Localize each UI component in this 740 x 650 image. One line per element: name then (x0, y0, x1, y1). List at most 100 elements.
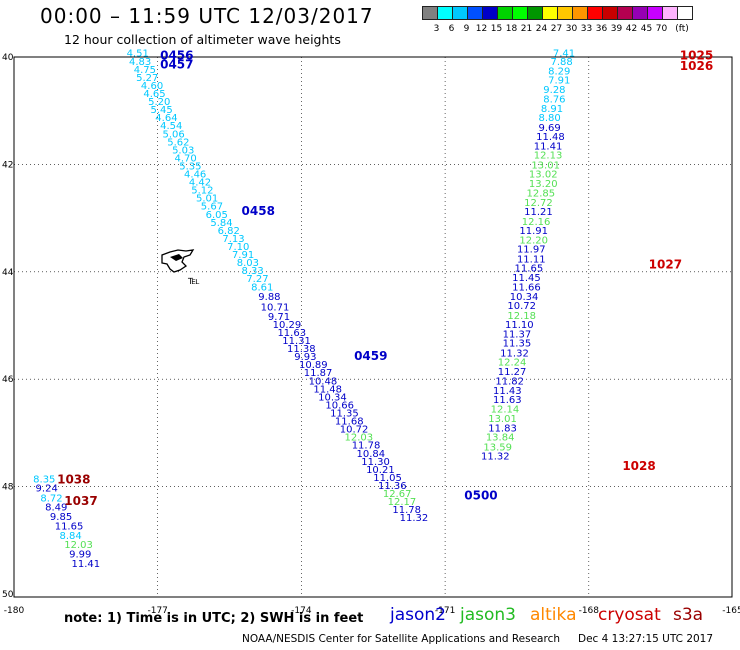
wave-height-value: 12.03 (64, 540, 93, 551)
colorbar-label: 24 (535, 24, 548, 34)
colorbar-label: 12 (475, 24, 488, 34)
wave-height-value: 11.43 (493, 386, 522, 397)
lat-tick-label: 48 (2, 483, 14, 493)
wave-height-value: 11.31 (282, 336, 311, 347)
wave-height-value: 7.88 (550, 57, 572, 68)
lon-tick-label: -171 (435, 606, 455, 616)
footer-credit: NOAA/NESDIS Center for Satellite Applica… (242, 633, 560, 645)
colorbar-label: 70 (655, 24, 668, 34)
wave-height-value: 5.67 (201, 202, 223, 213)
footer-timestamp: Dec 4 13:27:15 UTC 2017 (578, 633, 714, 645)
colorbar-label: 27 (550, 24, 563, 34)
wave-height-value: 12.14 (491, 405, 520, 416)
wave-height-value: 11.41 (71, 559, 100, 570)
wave-height-value: 10.89 (299, 360, 328, 371)
wave-height-value: 8.91 (541, 104, 563, 115)
wave-height-value: 6.82 (218, 226, 240, 237)
wave-height-value: 8.80 (539, 113, 561, 124)
lat-tick-label: 50 (2, 590, 14, 600)
wave-height-value: 11.63 (493, 395, 522, 406)
wave-height-value: 8.35 (33, 475, 55, 486)
colorbar-label: 36 (595, 24, 608, 34)
legend-jason2: jason2 (390, 605, 446, 625)
wave-height-value: 11.36 (378, 481, 407, 492)
wave-height-value: 7.91 (232, 250, 254, 261)
wave-height-value: 11.21 (524, 207, 553, 218)
pass-time-label: 1028 (622, 459, 655, 473)
wave-height-value: 11.83 (488, 424, 517, 435)
wave-height-value: 12.17 (388, 497, 417, 508)
wave-height-value: 4.64 (155, 113, 177, 124)
wave-height-value: 7.13 (222, 234, 244, 245)
lat-tick-label: 44 (2, 268, 14, 278)
wave-height-value: 12.03 (345, 433, 374, 444)
wave-height-value: 5.84 (210, 218, 232, 229)
wave-height-value: 4.54 (160, 121, 182, 132)
colorbar-label: 21 (520, 24, 533, 34)
wave-height-value: 8.33 (242, 266, 264, 277)
colorbar-label: 6 (448, 24, 455, 34)
pass-time-label: 1038 (57, 473, 90, 487)
wave-height-value: 5.35 (179, 161, 201, 172)
wave-height-value: 5.03 (172, 145, 194, 156)
wave-height-value: 8.76 (543, 94, 565, 105)
wave-height-value: 11.91 (519, 226, 548, 237)
wave-height-value: 10.71 (261, 303, 290, 314)
wave-height-value: 7.91 (548, 76, 570, 87)
wave-height-readings: 4.514.834.755.274.604.655.205.454.644.54… (33, 49, 575, 570)
wave-height-value: 12.85 (527, 188, 556, 199)
wave-height-value: 11.05 (373, 473, 402, 484)
wave-height-value: 9.85 (50, 512, 72, 523)
colorbar-label: 33 (580, 24, 593, 34)
wave-height-value: 10.34 (318, 392, 347, 403)
pass-time-label: 0456 (160, 48, 193, 62)
wave-height-value: 12.20 (519, 236, 548, 247)
colorbar-label: (ft) (675, 24, 689, 34)
wave-height-value: 11.35 (330, 408, 359, 419)
pass-time-label: 0458 (242, 204, 275, 218)
lon-tick-label: -174 (291, 606, 312, 616)
wave-height-value: 11.68 (335, 417, 364, 428)
wave-height-value: 13.01 (531, 160, 560, 171)
legend-altika: altika (530, 605, 577, 625)
wave-height-value: 10.66 (325, 400, 354, 411)
colorbar-label: 15 (490, 24, 503, 34)
wave-height-value: 4.46 (184, 170, 206, 181)
pass-time-label: 0459 (354, 349, 387, 363)
lat-tick-label: 46 (2, 375, 14, 385)
colorbar-label: 3 (433, 24, 440, 34)
wave-height-value: 5.27 (136, 73, 158, 84)
colorbar-label: 42 (625, 24, 638, 34)
wave-height-value: 7.10 (227, 242, 249, 253)
wave-height-value: 10.21 (366, 465, 395, 476)
wave-height-value: 8.72 (40, 493, 62, 504)
wave-height-value: 10.72 (507, 301, 536, 312)
wave-height-value: 5.12 (191, 186, 213, 197)
wave-height-value: 4.83 (129, 57, 151, 68)
wave-height-value: 8.49 (45, 502, 67, 513)
wave-height-value: 11.32 (400, 513, 429, 524)
wave-height-value: 8.29 (548, 66, 570, 77)
colorbar-swatch (677, 6, 693, 20)
wave-height-value: 4.51 (127, 49, 149, 60)
lon-tick-label: -180 (4, 606, 25, 616)
legend-jason3: jason3 (460, 605, 516, 625)
wave-height-value: 10.34 (510, 292, 539, 303)
wave-height-value: 12.72 (524, 198, 553, 209)
wave-height-value: 9.88 (258, 292, 280, 303)
wave-height-value: 5.01 (196, 194, 218, 205)
wave-height-value: 7.41 (553, 49, 575, 60)
colorbar-label: 30 (565, 24, 578, 34)
wave-height-value: 11.82 (495, 376, 524, 387)
island-small-label: ℡ (187, 274, 200, 287)
map-frame (13, 56, 733, 598)
wave-height-colorbar: 3 6 9 12 15 18 21 24 27 30 33 36 39 42 45 70 (ft) (422, 6, 693, 36)
wave-height-value: 5.20 (148, 97, 170, 108)
wave-height-value: 8.03 (237, 258, 259, 269)
legend-cryosat: cryosat (598, 605, 661, 625)
legend-s3a: s3a (673, 605, 704, 625)
wave-height-value: 13.59 (483, 442, 512, 453)
lon-tick-label: -165 (722, 606, 740, 616)
wave-height-value: 9.28 (543, 85, 565, 96)
colorbar-labels: 3 6 9 12 15 18 21 24 27 30 33 36 39 42 45 70 (ft) (429, 23, 693, 36)
